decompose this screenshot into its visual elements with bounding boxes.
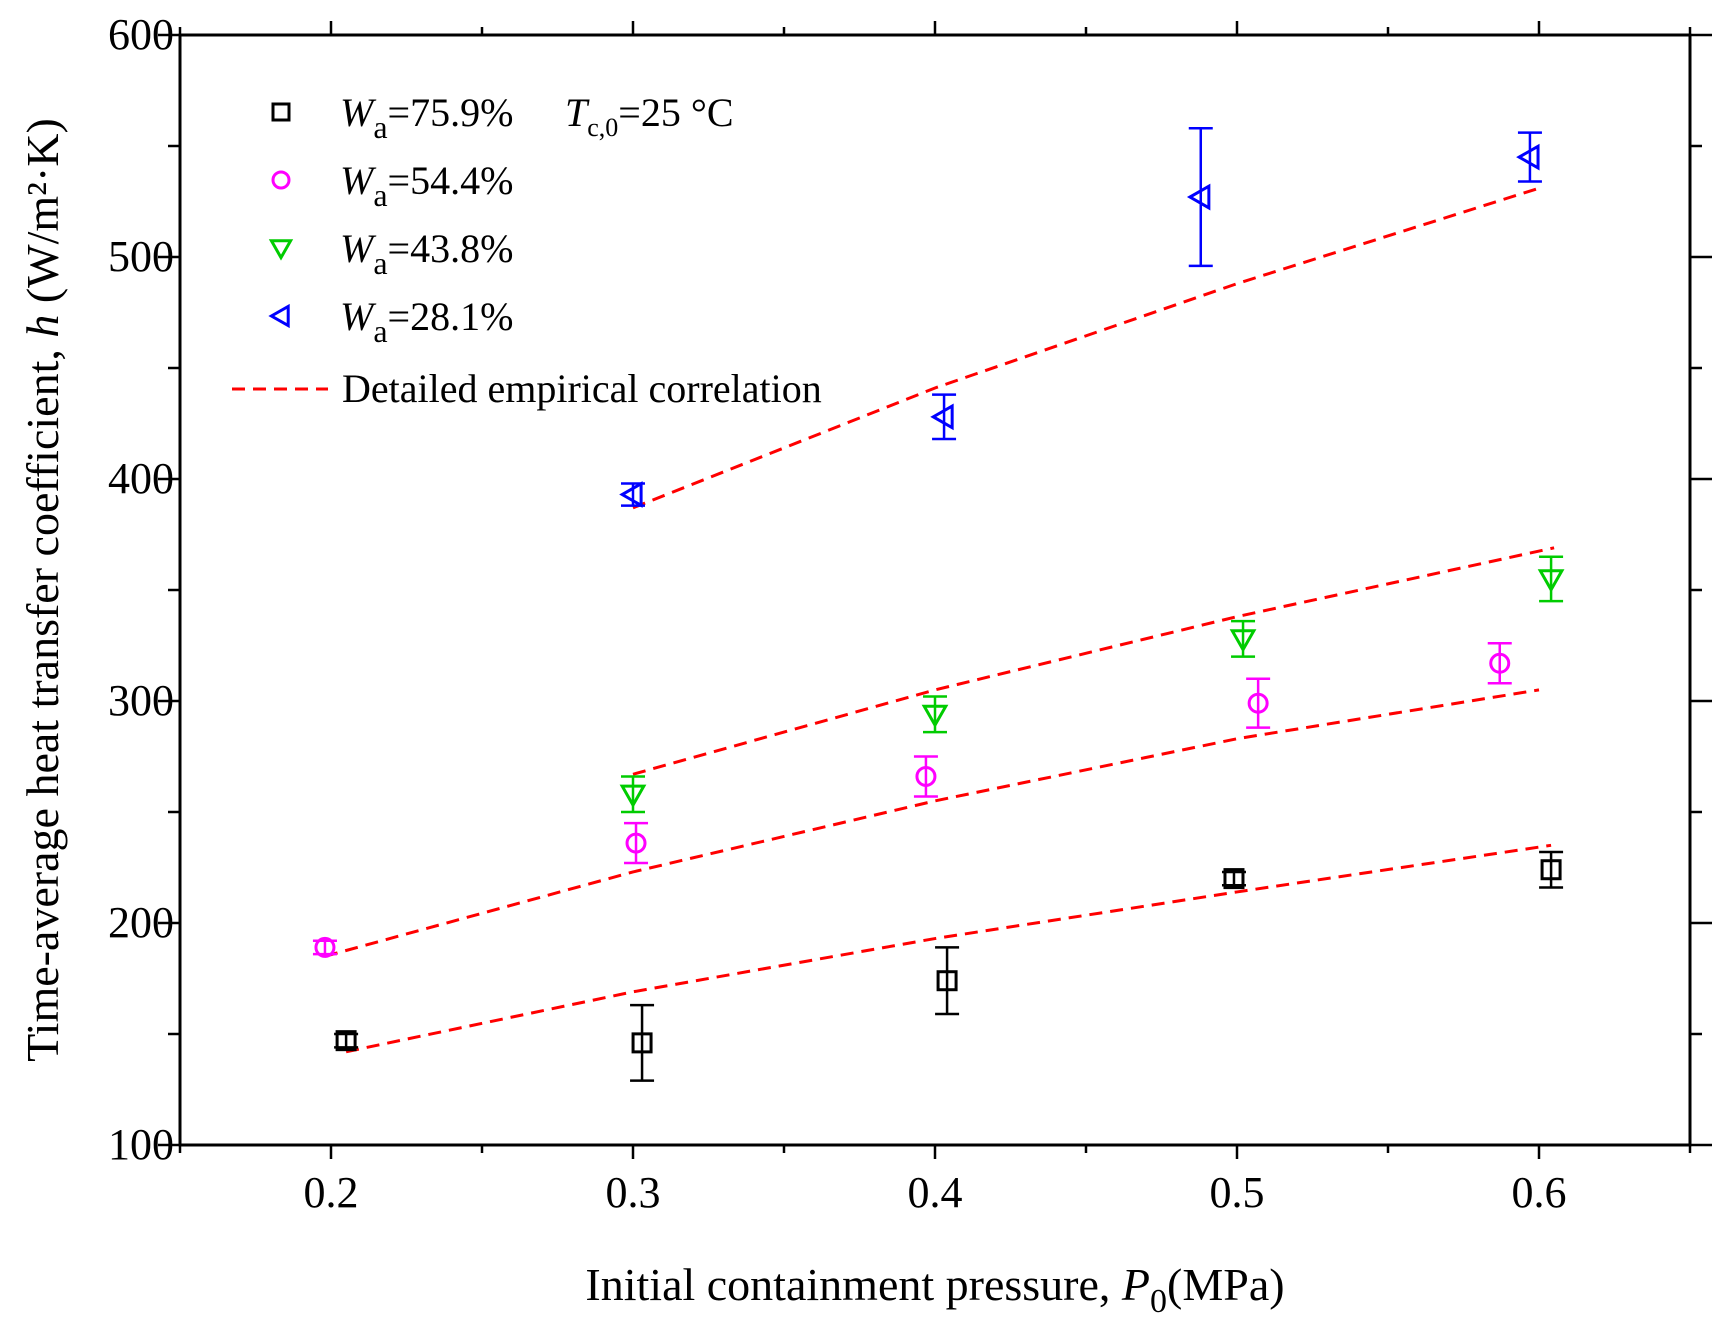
marker-square xyxy=(271,102,291,122)
y-tick-label: 600 xyxy=(108,10,174,59)
x-tick-label: 0.6 xyxy=(1512,1168,1567,1217)
marker-circle xyxy=(1247,692,1269,714)
y-tick-label: 200 xyxy=(108,898,174,947)
marker-triangle-down xyxy=(921,704,949,729)
legend-label: Wa=43.8% xyxy=(340,226,513,281)
marker-circle xyxy=(314,936,336,958)
x-axis-title: Initial containment pressure, P0(MPa) xyxy=(585,1259,1284,1320)
y-axis-title: Time-average heat transfer coefficient, … xyxy=(17,118,68,1062)
marker-square xyxy=(335,1030,357,1052)
marker-circle xyxy=(625,832,647,854)
fit-line xyxy=(345,843,1552,1054)
marker-triangle-left xyxy=(1516,143,1540,171)
marker-circle xyxy=(1489,652,1511,674)
fit-line xyxy=(632,546,1555,776)
legend-label: Wa=28.1% xyxy=(340,294,513,349)
temperature-annotation: Tc,0=25 °C xyxy=(565,90,734,142)
y-axis-ticks: 100 200 300 400 500 600 xyxy=(108,10,1712,1169)
marker-triangle-left xyxy=(268,303,290,329)
marker-square xyxy=(936,970,958,992)
legend-label: Detailed empirical correlation xyxy=(342,366,822,411)
marker-square xyxy=(1540,859,1562,881)
y-tick-label: 100 xyxy=(108,1120,174,1169)
y-tick-label: 400 xyxy=(108,454,174,503)
marker-circle xyxy=(271,170,291,190)
marker-square xyxy=(1223,868,1245,890)
legend: Wa=75.9% Wa=54.4% Wa=43.8% Wa=28.1% Tc,0=25 … xyxy=(232,90,822,411)
x-axis-ticks: 0.2 0.3 0.4 0.5 0.6 xyxy=(178,21,1692,1217)
y-tick-label: 500 xyxy=(108,232,174,281)
data-markers xyxy=(312,126,1565,1082)
y-tick-label: 300 xyxy=(108,676,174,725)
x-tick-label: 0.5 xyxy=(1210,1168,1265,1217)
fit-lines xyxy=(324,186,1555,1054)
marker-triangle-down xyxy=(1537,569,1565,593)
marker-triangle-left xyxy=(930,403,954,431)
x-tick-label: 0.3 xyxy=(606,1168,661,1217)
marker-triangle-down xyxy=(268,239,294,261)
x-tick-label: 0.4 xyxy=(908,1168,963,1217)
legend-label: Wa=54.4% xyxy=(340,158,513,213)
marker-triangle-down xyxy=(619,784,647,809)
fit-line xyxy=(324,688,1540,958)
marker-square xyxy=(631,1032,653,1054)
marker-circle xyxy=(915,765,937,787)
marker-triangle-left xyxy=(619,481,643,508)
fit-line xyxy=(632,186,1540,510)
marker-triangle-down xyxy=(1229,629,1257,653)
x-tick-label: 0.2 xyxy=(304,1168,359,1217)
marker-triangle-left xyxy=(1186,183,1211,211)
legend-label: Wa=75.9% xyxy=(340,90,513,145)
